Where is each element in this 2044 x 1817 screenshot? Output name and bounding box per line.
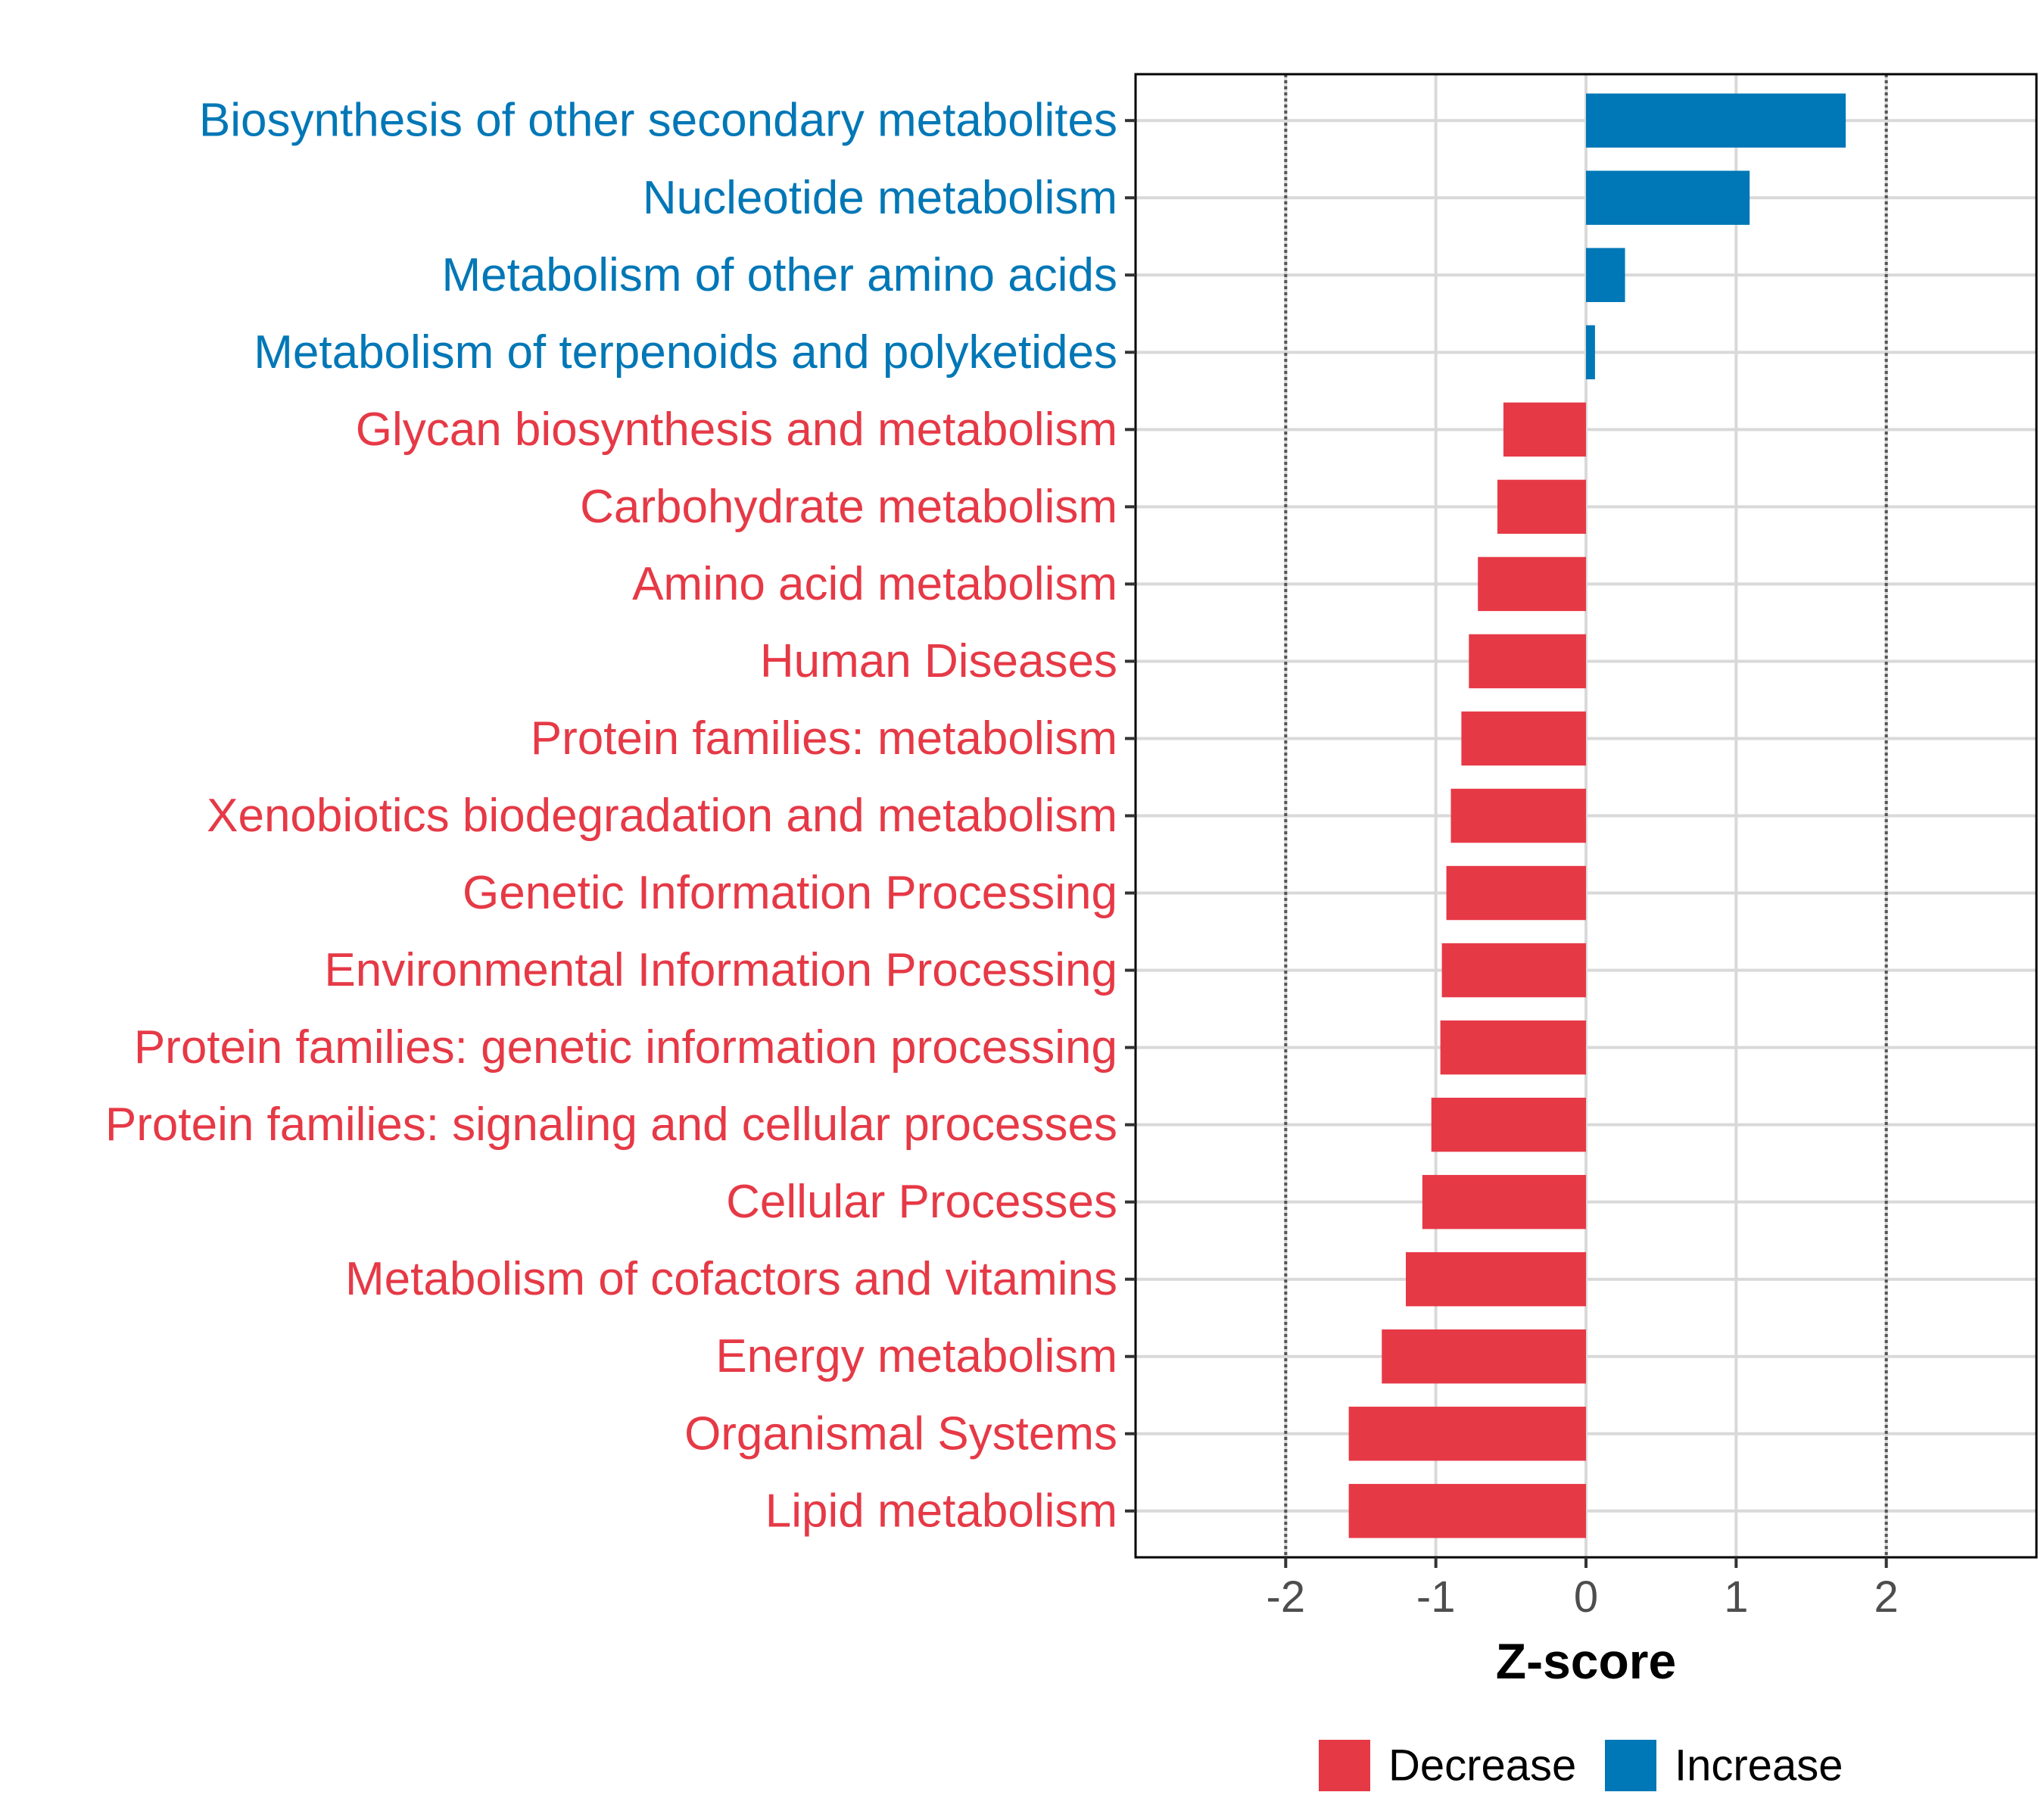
legend-key-decrease — [1319, 1740, 1370, 1791]
x-axis-ticks: -2 -1 0 1 2 — [1267, 1557, 1899, 1622]
category-label: Protein families: signaling and cellular… — [105, 1099, 1117, 1151]
bars — [1348, 93, 1846, 1538]
legend-label-increase: Increase — [1675, 1741, 1843, 1791]
category-label: Cellular Processes — [726, 1176, 1117, 1228]
bar — [1441, 943, 1586, 998]
legend: Decrease Increase — [1319, 1740, 1843, 1791]
category-label: Carbohydrate metabolism — [580, 481, 1117, 533]
legend-key-increase — [1605, 1740, 1656, 1791]
bar — [1478, 556, 1586, 612]
category-label: Protein families: metabolism — [531, 712, 1117, 765]
category-label: Protein families: genetic information pr… — [134, 1021, 1117, 1074]
bar — [1348, 1484, 1586, 1538]
bar — [1586, 93, 1846, 148]
x-axis-title: Z-score — [1496, 1633, 1676, 1689]
category-label: Energy metabolism — [715, 1330, 1117, 1382]
x-tick-label: 2 — [1874, 1572, 1899, 1622]
bar — [1382, 1329, 1586, 1384]
reference-lines — [1284, 74, 1888, 1557]
bar — [1431, 1097, 1586, 1152]
bar — [1446, 865, 1586, 921]
bar — [1586, 325, 1595, 380]
category-label: Human Diseases — [760, 635, 1117, 687]
bar — [1497, 479, 1586, 535]
category-label: Lipid metabolism — [765, 1485, 1117, 1537]
bar — [1461, 711, 1586, 766]
bar — [1422, 1174, 1586, 1230]
category-label: Biosynthesis of other secondary metaboli… — [199, 95, 1117, 147]
category-label: Metabolism of other amino acids — [441, 249, 1117, 301]
bar — [1348, 1407, 1586, 1461]
bar — [1503, 402, 1586, 457]
bar — [1469, 634, 1586, 689]
y-axis-labels: Biosynthesis of other secondary metaboli… — [105, 95, 1117, 1538]
category-label: Amino acid metabolism — [632, 558, 1117, 610]
bar — [1440, 1020, 1586, 1075]
category-label: Genetic Information Processing — [463, 867, 1117, 919]
x-tick-label: 1 — [1724, 1572, 1748, 1622]
category-label: Environmental Information Processing — [324, 944, 1117, 996]
bar — [1586, 170, 1750, 225]
legend-label-decrease: Decrease — [1388, 1741, 1576, 1791]
category-label: Metabolism of cofactors and vitamins — [345, 1253, 1117, 1305]
bar — [1586, 248, 1625, 302]
y-axis-ticks — [1125, 119, 1136, 1513]
category-label: Glycan biosynthesis and metabolism — [356, 404, 1117, 456]
bar — [1406, 1251, 1586, 1307]
category-label: Xenobiotics biodegradation and metabolis… — [207, 790, 1117, 842]
category-label: Organismal Systems — [684, 1407, 1117, 1460]
bar — [1450, 788, 1586, 843]
category-label: Metabolism of terpenoids and polyketides — [254, 326, 1117, 379]
x-tick-label: -1 — [1416, 1572, 1456, 1622]
x-tick-label: -2 — [1267, 1572, 1306, 1622]
x-tick-label: 0 — [1574, 1572, 1598, 1622]
category-label: Nucleotide metabolism — [643, 172, 1117, 224]
